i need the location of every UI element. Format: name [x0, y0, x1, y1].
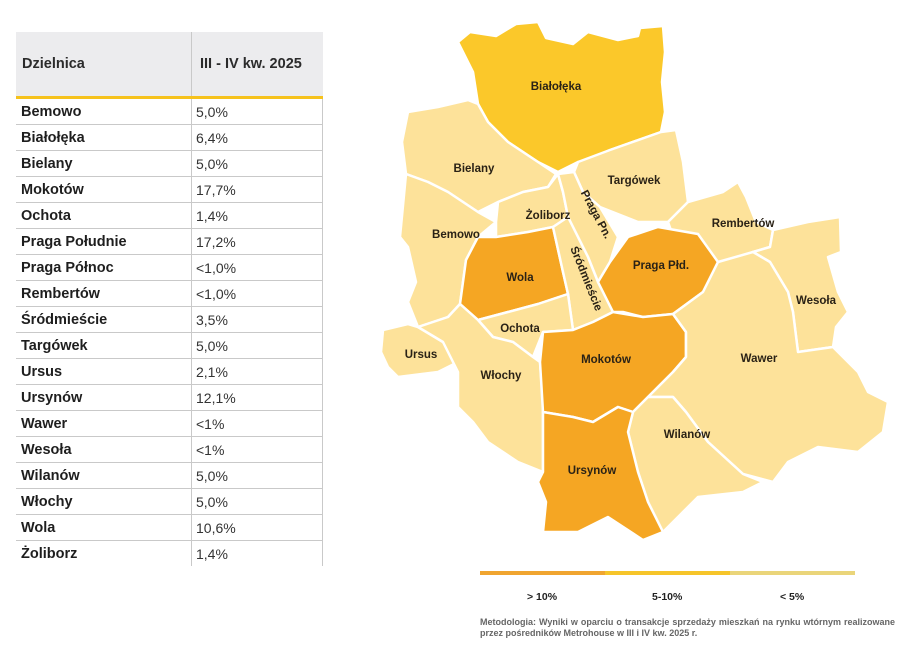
table-row: Ursus 2,1% [16, 358, 323, 385]
table-row: Bielany 5,0% [16, 150, 323, 177]
legend-swatch-mid [605, 571, 730, 575]
label-bielany: Bielany [454, 163, 496, 175]
table-row: Ochota 1,4% [16, 202, 323, 229]
district-wawer [646, 250, 890, 484]
table-row: Śródmieście 3,5% [16, 306, 323, 333]
table-row: Wawer <1% [16, 410, 323, 437]
table-row: Praga Północ <1,0% [16, 254, 323, 281]
header-district: Dzielnica [16, 32, 192, 99]
district-name: Praga Północ [16, 254, 192, 281]
district-name: Włochy [16, 488, 192, 515]
district-name: Wola [16, 514, 192, 541]
label-ochota: Ochota [500, 323, 540, 335]
district-value: 5,0% [191, 488, 323, 515]
label-bialoleka: Białołęka [531, 81, 582, 93]
district-name: Żoliborz [21, 545, 78, 562]
label-targowek: Targówek [608, 175, 661, 187]
label-wlochy: Włochy [481, 370, 522, 382]
district-name: Wawer [16, 410, 192, 437]
district-name: Białołęka [16, 124, 192, 151]
table-row: Białołęka 6,4% [16, 124, 323, 151]
label-rembertow: Rembertów [712, 218, 775, 230]
district-name: Wesoła [16, 436, 192, 463]
district-value: 17,2% [191, 228, 323, 255]
district-value: <1,0% [191, 254, 323, 281]
table-row: Wola 10,6% [16, 514, 323, 541]
district-ursus [379, 322, 460, 379]
table-row: Żoliborz 1,4% [16, 540, 323, 566]
district-name: Bielany [16, 150, 192, 177]
district-value: 1,4% [191, 540, 323, 566]
district-value: 12,1% [191, 384, 323, 411]
legend-swatch-low [730, 571, 855, 575]
label-wawer: Wawer [741, 353, 778, 365]
district-value: 3,5% [191, 306, 323, 333]
header-period: III - IV kw. 2025 [191, 32, 323, 99]
district-name: Ochota [16, 202, 192, 229]
table-row: Mokotów 17,7% [16, 176, 323, 203]
district-value: 2,1% [191, 358, 323, 385]
table-row: Ursynów 12,1% [16, 384, 323, 411]
district-value: 5,0% [191, 97, 323, 125]
district-name: Targówek [16, 332, 192, 359]
district-name: Bemowo [16, 97, 192, 125]
district-name: Śródmieście [16, 306, 192, 333]
district-name: Mokotów [16, 176, 192, 203]
district-name: Wilanów [16, 462, 192, 489]
label-wola: Wola [506, 272, 534, 284]
warsaw-district-map: Białołęka Bielany Targówek Żoliborz Prag… [378, 12, 890, 552]
table-row: Rembertów <1,0% [16, 280, 323, 307]
legend-label-low: < 5% [780, 591, 805, 603]
label-ursynow: Ursynów [568, 465, 617, 477]
label-bemowo: Bemowo [432, 229, 480, 241]
table-row: Targówek 5,0% [16, 332, 323, 359]
district-value: <1,0% [191, 280, 323, 307]
table-row: Wesoła <1% [16, 436, 323, 463]
district-name: Praga Południe [16, 228, 192, 255]
label-mokotow: Mokotów [581, 354, 631, 366]
legend-color-bar [480, 571, 855, 575]
district-value: 1,4% [191, 202, 323, 229]
district-ursynow [536, 405, 665, 542]
table-row: Wilanów 5,0% [16, 462, 323, 489]
district-name: Rembertów [16, 280, 192, 307]
table-row: Włochy 5,0% [16, 488, 323, 515]
district-value: 5,0% [191, 150, 323, 177]
district-value: 6,4% [191, 124, 323, 151]
label-wesola: Wesoła [796, 295, 837, 307]
district-value: 17,7% [191, 176, 323, 203]
district-name: Ursus [16, 358, 192, 385]
table-row: Praga Południe 17,2% [16, 228, 323, 255]
district-value: 5,0% [191, 462, 323, 489]
district-value: 5,0% [191, 332, 323, 359]
district-value: <1% [191, 410, 323, 437]
label-wilanow: Wilanów [664, 429, 711, 441]
label-praga-pld: Praga Płd. [633, 260, 689, 272]
map-svg: Białołęka Bielany Targówek Żoliborz Prag… [379, 20, 890, 542]
table-row: Bemowo 5,0% [16, 97, 323, 125]
legend-label-mid: 5-10% [652, 591, 683, 603]
label-ursus: Ursus [405, 349, 438, 361]
district-value: <1% [191, 436, 323, 463]
table-header-row: Dzielnica III - IV kw. 2025 [16, 32, 323, 99]
legend-swatch-high [480, 571, 605, 575]
district-name: Ursynów [16, 384, 192, 411]
district-value: 10,6% [191, 514, 323, 541]
methodology-note: Metodologia: Wyniki w oparciu o transakc… [480, 617, 895, 638]
label-zoliborz: Żoliborz [526, 209, 571, 222]
legend-label-high: > 10% [527, 591, 558, 603]
district-share-table: Dzielnica III - IV kw. 2025 Bemowo 5,0% B… [16, 32, 323, 566]
